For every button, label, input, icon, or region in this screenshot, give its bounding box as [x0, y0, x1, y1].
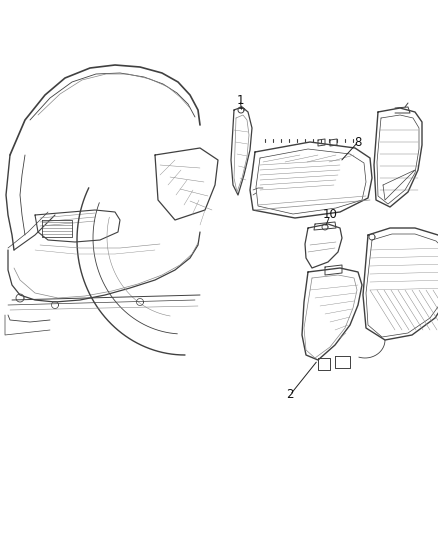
Text: 10: 10	[322, 208, 337, 222]
Text: 8: 8	[354, 135, 362, 149]
Text: 1: 1	[236, 93, 244, 107]
Text: 2: 2	[286, 389, 294, 401]
